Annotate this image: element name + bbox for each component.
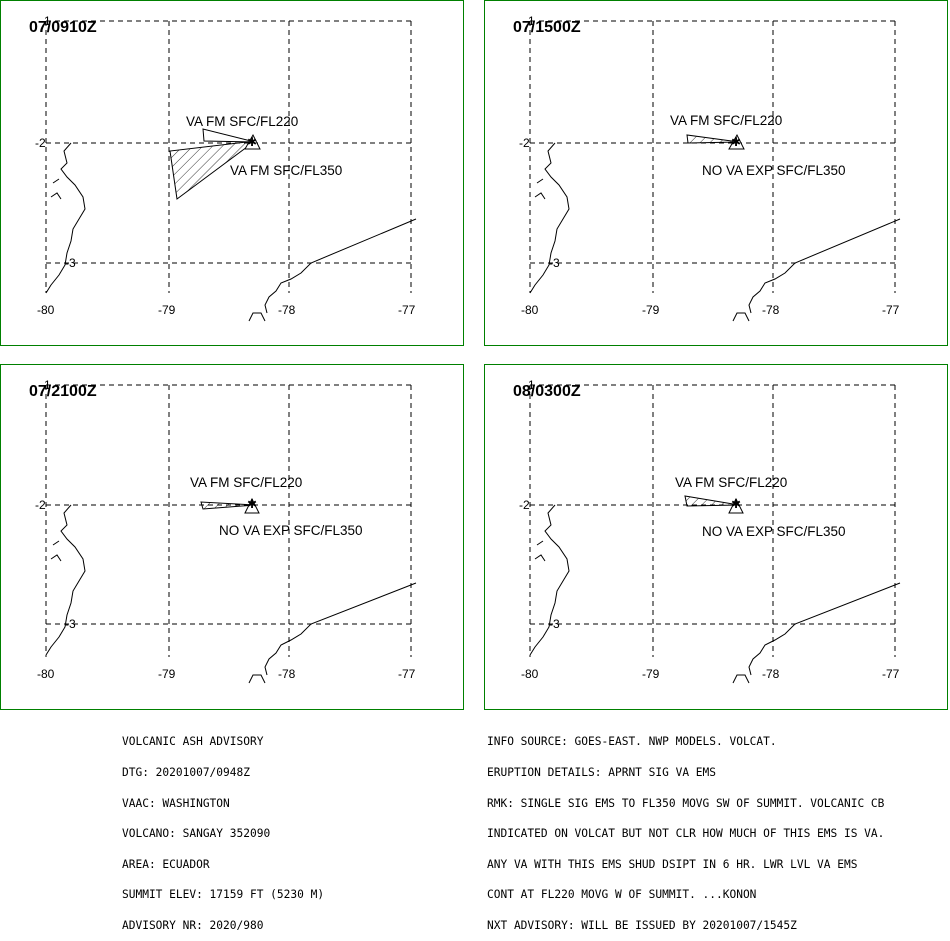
map-canvas-1: ✱ VA FM SFC/FL220 VA FM SFC/FL350 -1 -2 … — [35, 14, 417, 322]
map-canvas-4: ✱ VA FM SFC/FL220 NO VA EXP SFC/FL350 -1… — [519, 378, 901, 684]
advisory-line: ERUPTION DETAILS: APRNT SIG VA EMS — [487, 766, 717, 779]
lon-tick-77: -77 — [882, 303, 900, 317]
ash-cloud-fl220 — [686, 134, 740, 144]
graticule — [529, 384, 896, 657]
label-fl350: VA FM SFC/FL350 — [230, 163, 342, 178]
lat-tick-top: -1 — [40, 14, 51, 28]
ash-cloud-fl350 — [169, 140, 257, 200]
volcano-triangle-icon — [728, 497, 744, 514]
lat-tick-top: -1 — [40, 378, 51, 392]
volcano-triangle-icon — [244, 497, 260, 514]
lon-tick-80: -80 — [521, 667, 539, 681]
lat-tick-3: -3 — [549, 256, 560, 270]
panel-time: 07/2100Z — [29, 383, 97, 400]
lon-tick-78: -78 — [278, 303, 296, 317]
label-fl220: VA FM SFC/FL220 — [190, 475, 302, 490]
lon-tick-79: -79 — [642, 303, 660, 317]
lat-tick-3: -3 — [549, 617, 560, 631]
map-panel-4: ✱ VA FM SFC/FL220 NO VA EXP SFC/FL350 -1… — [484, 364, 948, 710]
lat-tick-3: -3 — [65, 256, 76, 270]
volcano-triangle-icon — [244, 133, 261, 150]
advisory-line: INFO SOURCE: GOES-EAST. NWP MODELS. VOLC… — [487, 735, 777, 749]
map-canvas-3: ✱ VA FM SFC/FL220 NO VA EXP SFC/FL350 -1… — [35, 378, 417, 684]
map-panel-2: ✱ VA FM SFC/FL220 NO VA EXP SFC/FL350 -1… — [484, 0, 948, 346]
lat-tick-2: -2 — [519, 136, 530, 150]
volcano-triangle-icon — [728, 133, 745, 150]
lon-tick-77: -77 — [398, 303, 416, 317]
border — [248, 218, 417, 322]
ash-cloud-fl220 — [202, 128, 256, 143]
summit-star-icon: ✱ — [247, 135, 257, 149]
map-panel-1: ✱ VA FM SFC/FL220 VA FM SFC/FL350 -1 -2 … — [0, 0, 464, 346]
ash-cloud-fl220 — [200, 501, 256, 510]
advisory-line: NXT ADVISORY: WILL BE ISSUED BY 20201007… — [487, 918, 797, 932]
advisory-line: VOLCANIC ASH ADVISORY — [122, 735, 264, 749]
advisory-line: VAAC: WASHINGTON — [122, 796, 230, 810]
panel-time: 07/0910Z — [29, 19, 97, 36]
lat-tick-top: -1 — [524, 14, 535, 28]
label-fl220: VA FM SFC/FL220 — [670, 113, 782, 128]
graticule — [45, 384, 412, 657]
advisory-line: ANY VA WITH THIS EMS SHUD DSIPT IN 6 HR.… — [487, 857, 858, 871]
advisory-line: DTG: 20201007/0948Z — [122, 766, 250, 779]
advisory-line: SUMMIT ELEV: 17159 FT (5230 M) — [122, 888, 325, 902]
advisory-left: VOLCANIC ASH ADVISORY DTG: 20201007/0948… — [122, 717, 324, 941]
lon-tick-80: -80 — [37, 667, 55, 681]
advisory-line: VOLCANO: SANGAY 352090 — [122, 827, 271, 841]
lat-tick-2: -2 — [35, 498, 46, 512]
advisory-line: CONT AT FL220 MOVG W OF SUMMIT. ...KONON — [487, 888, 757, 902]
lon-tick-79: -79 — [642, 667, 660, 681]
border — [732, 582, 901, 684]
label-fl350: NO VA EXP SFC/FL350 — [219, 523, 363, 538]
panel-time: 08/0300Z — [513, 383, 581, 400]
panel-time: 07/1500Z — [513, 19, 581, 36]
label-fl350: NO VA EXP SFC/FL350 — [702, 524, 846, 539]
coastline — [529, 504, 570, 656]
ash-cloud-fl220 — [684, 495, 740, 507]
summit-star-icon: ✱ — [731, 135, 741, 149]
coastline — [45, 142, 86, 294]
lat-tick-top: -1 — [524, 378, 535, 392]
summit-star-icon: ✱ — [731, 497, 741, 511]
advisory-line: ADVISORY NR: 2020/980 — [122, 918, 264, 932]
map-panel-3: ✱ VA FM SFC/FL220 NO VA EXP SFC/FL350 -1… — [0, 364, 464, 710]
lon-tick-79: -79 — [158, 667, 176, 681]
coastline — [529, 142, 570, 294]
lon-tick-80: -80 — [37, 303, 55, 317]
lat-tick-2: -2 — [35, 136, 46, 150]
summit-star-icon: ✱ — [247, 497, 257, 511]
advisory-line: INDICATED ON VOLCAT BUT NOT CLR HOW MUCH… — [487, 827, 885, 841]
lon-tick-79: -79 — [158, 303, 176, 317]
map-canvas-2: ✱ VA FM SFC/FL220 NO VA EXP SFC/FL350 -1… — [519, 14, 901, 322]
advisory-right: INFO SOURCE: GOES-EAST. NWP MODELS. VOLC… — [487, 717, 884, 941]
graticule — [529, 20, 896, 293]
border — [732, 218, 901, 322]
lon-tick-77: -77 — [398, 667, 416, 681]
lon-tick-80: -80 — [521, 303, 539, 317]
graticule — [45, 20, 412, 293]
lat-tick-3: -3 — [65, 617, 76, 631]
lat-tick-2: -2 — [519, 498, 530, 512]
lon-tick-78: -78 — [762, 303, 780, 317]
label-fl220: VA FM SFC/FL220 — [186, 114, 298, 129]
advisory-line: AREA: ECUADOR — [122, 857, 210, 871]
label-fl220: VA FM SFC/FL220 — [675, 475, 787, 490]
label-fl350: NO VA EXP SFC/FL350 — [702, 163, 846, 178]
lon-tick-78: -78 — [762, 667, 780, 681]
advisory-line: RMK: SINGLE SIG EMS TO FL350 MOVG SW OF … — [487, 796, 885, 810]
lon-tick-77: -77 — [882, 667, 900, 681]
border — [248, 582, 417, 684]
coastline — [45, 504, 86, 656]
lon-tick-78: -78 — [278, 667, 296, 681]
